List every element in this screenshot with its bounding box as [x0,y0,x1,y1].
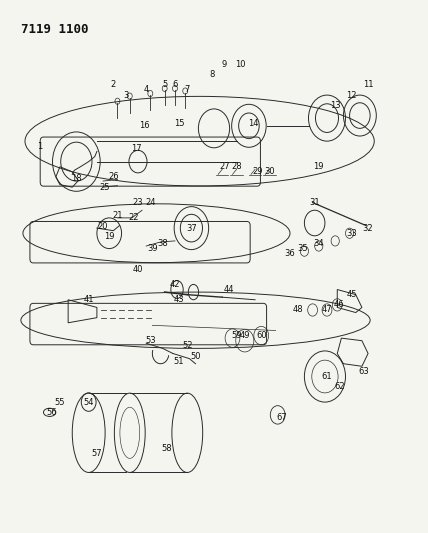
Text: 41: 41 [83,295,94,304]
Text: 45: 45 [346,290,357,299]
Text: 60: 60 [256,331,267,340]
Text: 19: 19 [314,162,324,171]
Text: 19: 19 [104,232,114,241]
Text: 35: 35 [297,244,308,253]
Text: 52: 52 [182,341,193,350]
Text: 4: 4 [143,85,149,94]
Text: 56: 56 [46,408,57,417]
Text: 26: 26 [108,173,119,181]
Text: 24: 24 [145,198,155,207]
Text: 33: 33 [346,229,357,238]
Text: 8: 8 [209,70,214,79]
Text: 18: 18 [71,174,82,183]
Text: 21: 21 [112,211,123,220]
Text: 55: 55 [55,398,65,407]
Text: 54: 54 [83,398,94,407]
Text: 59: 59 [232,331,242,340]
Text: 9: 9 [222,60,227,69]
Text: 12: 12 [346,91,357,100]
Text: 20: 20 [98,222,108,231]
Text: 10: 10 [235,60,246,69]
Text: 40: 40 [133,264,143,273]
Text: 34: 34 [313,239,324,248]
Text: 58: 58 [161,443,172,453]
Text: 39: 39 [147,244,158,253]
Text: 61: 61 [322,372,332,381]
Text: 17: 17 [131,144,141,154]
Text: 67: 67 [276,413,287,422]
Text: 57: 57 [92,449,102,458]
Text: 5: 5 [162,80,167,90]
Text: 15: 15 [174,119,184,128]
Text: 51: 51 [174,357,184,366]
Text: 37: 37 [186,224,197,232]
Text: 28: 28 [231,162,242,171]
Text: 38: 38 [157,239,168,248]
Text: 53: 53 [145,336,156,345]
Text: 1: 1 [37,142,42,151]
Text: 11: 11 [363,80,373,90]
Text: 46: 46 [334,301,345,309]
Text: 63: 63 [359,367,369,376]
Text: 6: 6 [172,80,178,90]
Text: 62: 62 [334,382,345,391]
Text: 30: 30 [264,167,275,176]
Text: 42: 42 [170,280,180,289]
Text: 7: 7 [184,85,190,94]
Text: 50: 50 [190,352,201,360]
Text: 16: 16 [139,122,149,130]
Text: 23: 23 [133,198,143,207]
Text: 13: 13 [330,101,341,110]
Text: 7119 1100: 7119 1100 [21,23,89,36]
Text: 48: 48 [293,305,303,314]
Text: 25: 25 [100,183,110,192]
Text: 43: 43 [174,295,184,304]
Text: 44: 44 [223,285,234,294]
Text: 14: 14 [248,119,258,128]
Text: 3: 3 [123,91,128,100]
Text: 29: 29 [252,167,262,176]
Text: 36: 36 [285,249,295,258]
Text: 49: 49 [240,331,250,340]
Text: 32: 32 [363,224,373,232]
Text: 47: 47 [322,305,332,314]
Text: 2: 2 [111,80,116,90]
Text: 31: 31 [309,198,320,207]
Text: 22: 22 [129,213,139,222]
Text: 27: 27 [219,162,229,171]
